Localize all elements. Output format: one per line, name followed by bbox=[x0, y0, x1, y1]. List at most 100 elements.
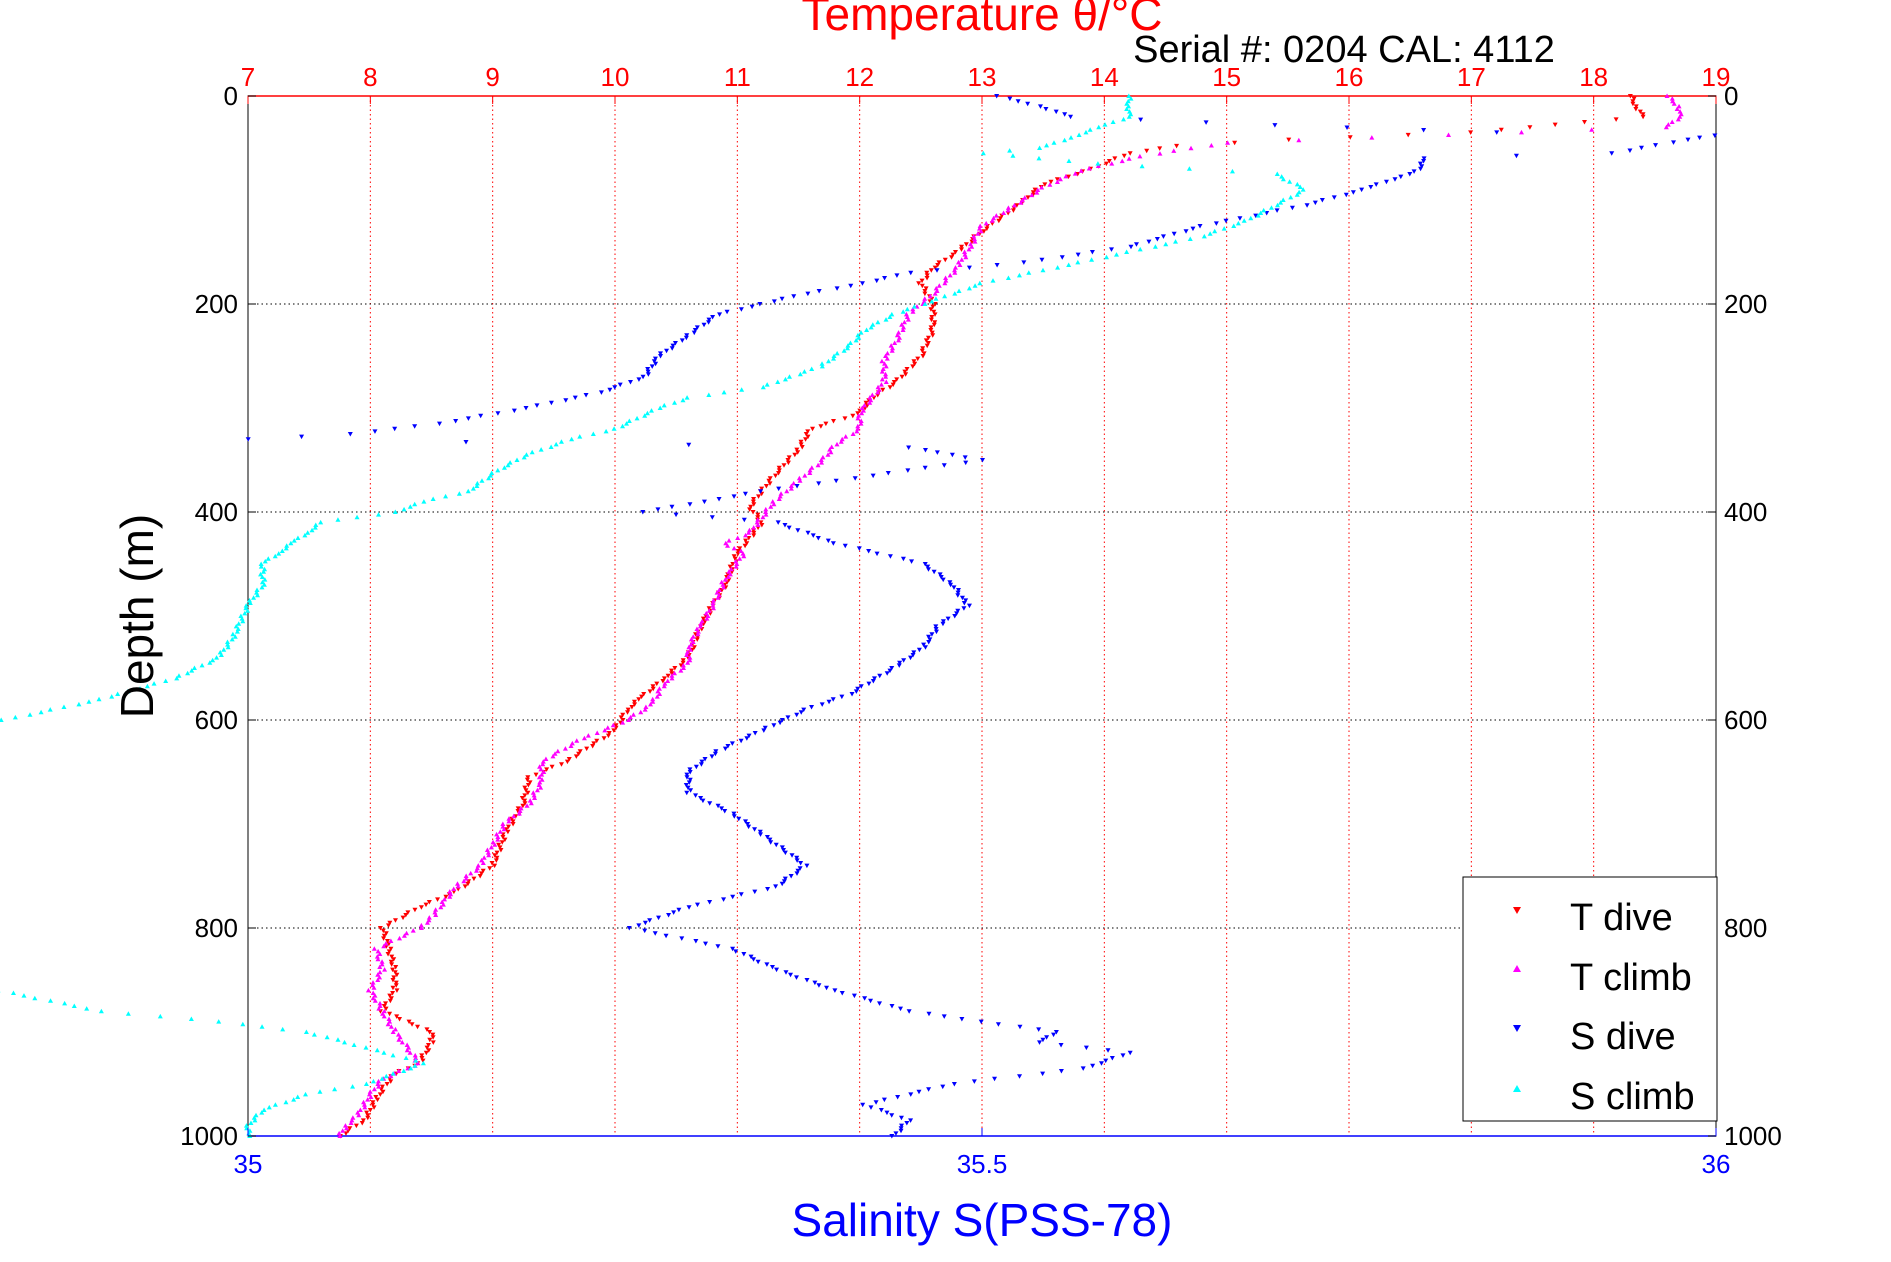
data-point bbox=[594, 730, 600, 735]
data-point bbox=[669, 675, 675, 681]
data-point bbox=[32, 995, 38, 1001]
data-point bbox=[883, 363, 889, 369]
data-point bbox=[419, 1053, 425, 1058]
data-point bbox=[501, 826, 507, 832]
data-point bbox=[815, 462, 821, 468]
data-point bbox=[1237, 216, 1243, 221]
data-point bbox=[691, 330, 697, 336]
data-point bbox=[1630, 99, 1636, 104]
data-point bbox=[934, 268, 940, 273]
data-point bbox=[1051, 140, 1057, 145]
data-point bbox=[990, 278, 996, 283]
data-point bbox=[520, 803, 526, 809]
data-point bbox=[795, 868, 801, 874]
data-point bbox=[819, 460, 825, 465]
data-point bbox=[665, 678, 671, 683]
data-point bbox=[1207, 231, 1213, 236]
data-point bbox=[1066, 262, 1072, 267]
data-point bbox=[875, 319, 881, 325]
data-point bbox=[1017, 1074, 1023, 1079]
data-point bbox=[841, 348, 847, 353]
data-point bbox=[262, 558, 268, 564]
data-point bbox=[897, 660, 903, 666]
data-point bbox=[768, 504, 774, 509]
data-point bbox=[636, 377, 642, 382]
data-point bbox=[717, 312, 723, 317]
data-point bbox=[574, 738, 580, 743]
data-point bbox=[558, 762, 564, 767]
data-point bbox=[403, 1055, 409, 1060]
data-point bbox=[396, 1068, 402, 1073]
data-point bbox=[605, 725, 611, 730]
data-point bbox=[404, 1047, 410, 1053]
data-point bbox=[455, 883, 461, 889]
data-point bbox=[375, 1081, 381, 1086]
data-point bbox=[481, 855, 487, 860]
data-point bbox=[955, 590, 961, 596]
data-point bbox=[687, 655, 693, 660]
data-point bbox=[771, 723, 777, 728]
data-point bbox=[833, 478, 839, 484]
data-point bbox=[235, 626, 241, 631]
data-point bbox=[977, 280, 983, 286]
series-t-climb bbox=[336, 93, 1684, 1138]
data-point bbox=[883, 353, 889, 358]
data-point bbox=[773, 473, 779, 479]
data-point bbox=[658, 354, 664, 359]
data-point bbox=[701, 322, 707, 328]
legend-marker-t-dive bbox=[1513, 907, 1521, 914]
data-point bbox=[1609, 151, 1615, 156]
data-point bbox=[394, 1014, 400, 1019]
data-point bbox=[739, 387, 745, 392]
data-point bbox=[418, 905, 424, 910]
data-point bbox=[932, 320, 938, 325]
data-point bbox=[1037, 1040, 1043, 1045]
data-point bbox=[892, 340, 898, 345]
data-point bbox=[505, 829, 511, 835]
data-point bbox=[699, 759, 705, 765]
data-point bbox=[404, 930, 410, 936]
data-point bbox=[866, 549, 872, 554]
data-point bbox=[798, 710, 804, 715]
data-point bbox=[371, 985, 377, 990]
data-point bbox=[362, 1104, 368, 1110]
data-point bbox=[332, 1086, 338, 1092]
data-point bbox=[413, 1058, 419, 1063]
data-point bbox=[305, 530, 311, 535]
data-point bbox=[672, 400, 678, 405]
data-point bbox=[733, 564, 739, 569]
data-point bbox=[889, 348, 895, 353]
data-point bbox=[1274, 208, 1280, 213]
data-point bbox=[1055, 265, 1061, 270]
data-point bbox=[877, 673, 883, 679]
data-point bbox=[645, 367, 651, 372]
data-point bbox=[905, 317, 911, 322]
data-point bbox=[919, 278, 925, 284]
data-point bbox=[21, 993, 27, 998]
data-point bbox=[394, 972, 400, 978]
data-point bbox=[276, 551, 282, 556]
data-point bbox=[858, 421, 864, 426]
data-series bbox=[0, 93, 1718, 1139]
data-point bbox=[686, 780, 692, 785]
data-point bbox=[727, 571, 733, 577]
data-point bbox=[392, 918, 398, 923]
data-point bbox=[929, 315, 935, 320]
data-point bbox=[1187, 236, 1193, 241]
data-point bbox=[245, 608, 251, 613]
data-point bbox=[930, 304, 936, 310]
data-point bbox=[1157, 146, 1163, 151]
data-point bbox=[984, 226, 990, 232]
data-point bbox=[916, 1089, 922, 1095]
data-point bbox=[412, 907, 418, 913]
data-point bbox=[1671, 101, 1677, 106]
data-point bbox=[363, 1081, 369, 1086]
data-point bbox=[794, 484, 800, 489]
data-point bbox=[1640, 114, 1646, 120]
data-point bbox=[465, 416, 471, 421]
data-point bbox=[379, 1084, 385, 1090]
data-point bbox=[782, 850, 788, 856]
data-point bbox=[883, 317, 889, 322]
data-point bbox=[544, 767, 550, 772]
data-point bbox=[1513, 153, 1519, 159]
